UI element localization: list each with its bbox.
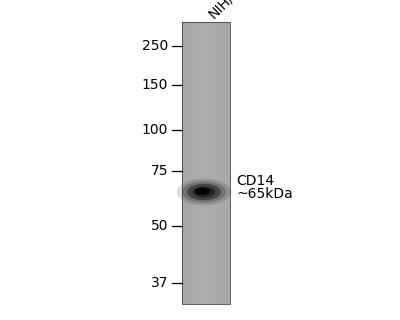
Bar bbox=[210, 22, 211, 304]
Bar bbox=[195, 22, 196, 304]
Bar bbox=[220, 22, 221, 304]
Ellipse shape bbox=[182, 181, 226, 203]
Bar bbox=[192, 22, 193, 304]
Text: NIH/3T3: NIH/3T3 bbox=[206, 0, 255, 21]
Bar bbox=[189, 22, 190, 304]
Ellipse shape bbox=[177, 179, 231, 205]
Bar bbox=[216, 22, 217, 304]
Text: 150: 150 bbox=[142, 78, 168, 92]
Text: 75: 75 bbox=[150, 164, 168, 178]
Bar bbox=[207, 22, 208, 304]
Bar bbox=[226, 22, 227, 304]
Bar bbox=[213, 22, 214, 304]
Bar bbox=[219, 22, 220, 304]
Bar bbox=[198, 22, 199, 304]
Bar bbox=[188, 22, 189, 304]
Bar bbox=[183, 22, 184, 304]
Bar bbox=[202, 22, 203, 304]
Bar bbox=[187, 22, 188, 304]
Text: 100: 100 bbox=[142, 123, 168, 137]
Bar bbox=[201, 22, 202, 304]
Bar bbox=[184, 22, 185, 304]
Text: ~65kDa: ~65kDa bbox=[236, 187, 293, 201]
Bar bbox=[228, 22, 229, 304]
Bar bbox=[200, 22, 201, 304]
Text: 37: 37 bbox=[150, 276, 168, 290]
Bar bbox=[211, 22, 212, 304]
Bar bbox=[190, 22, 191, 304]
Bar bbox=[214, 22, 215, 304]
Bar bbox=[225, 22, 226, 304]
Ellipse shape bbox=[195, 188, 210, 195]
Bar bbox=[217, 22, 218, 304]
Bar bbox=[182, 22, 183, 304]
Bar bbox=[199, 22, 200, 304]
Bar bbox=[203, 22, 204, 304]
Bar bbox=[206, 22, 207, 304]
Bar bbox=[229, 22, 230, 304]
Ellipse shape bbox=[187, 184, 221, 200]
Bar bbox=[186, 22, 187, 304]
Bar bbox=[227, 22, 228, 304]
Bar bbox=[223, 22, 224, 304]
Bar bbox=[221, 22, 222, 304]
Bar bbox=[196, 22, 197, 304]
Text: CD14: CD14 bbox=[236, 174, 274, 188]
Bar bbox=[182, 22, 230, 304]
Bar bbox=[209, 22, 210, 304]
Bar bbox=[215, 22, 216, 304]
Text: 250: 250 bbox=[142, 39, 168, 53]
Bar bbox=[194, 22, 195, 304]
Bar bbox=[185, 22, 186, 304]
Bar bbox=[224, 22, 225, 304]
Bar bbox=[191, 22, 192, 304]
Bar bbox=[193, 22, 194, 304]
Bar bbox=[208, 22, 209, 304]
Bar bbox=[212, 22, 213, 304]
Bar bbox=[197, 22, 198, 304]
Text: 50: 50 bbox=[150, 219, 168, 233]
Bar bbox=[205, 22, 206, 304]
Bar bbox=[218, 22, 219, 304]
Bar bbox=[222, 22, 223, 304]
Bar bbox=[204, 22, 205, 304]
Ellipse shape bbox=[193, 187, 215, 197]
